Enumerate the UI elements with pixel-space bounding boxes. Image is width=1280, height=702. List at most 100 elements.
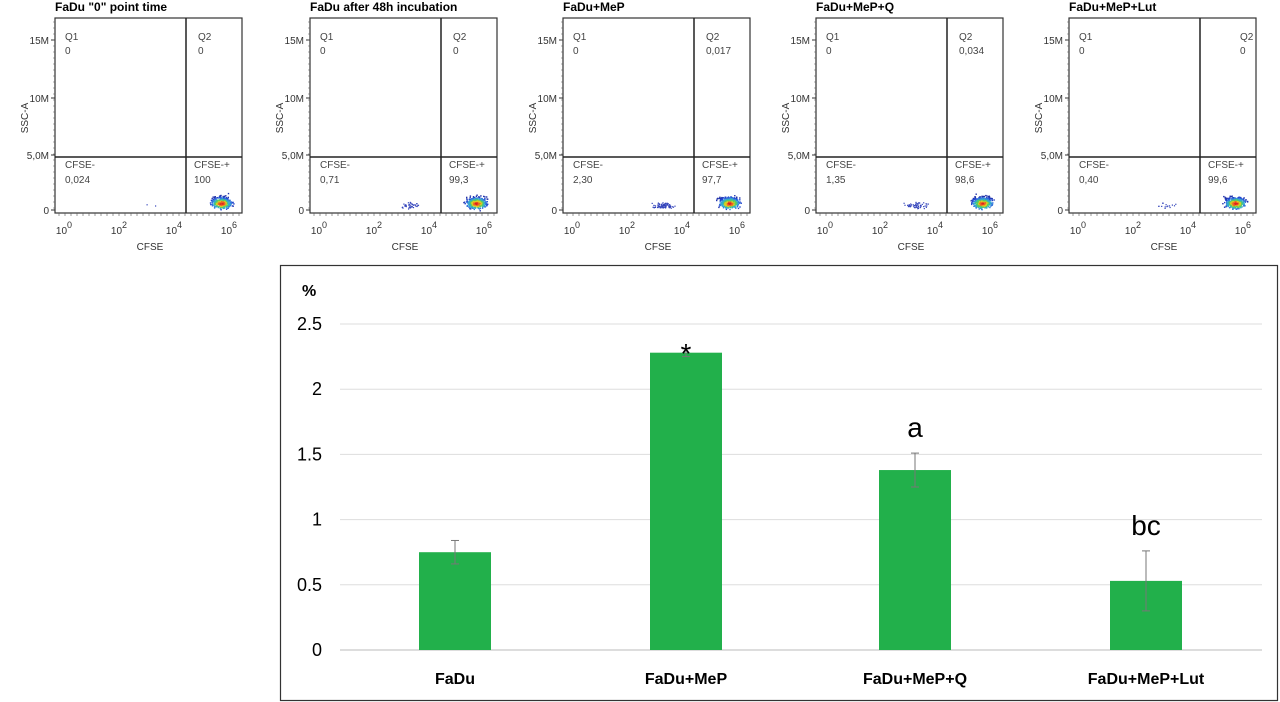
event-dot bbox=[1239, 202, 1242, 204]
event-dot bbox=[1230, 203, 1232, 205]
event-dot bbox=[412, 207, 415, 209]
x-axis-label: CFSE bbox=[1151, 242, 1178, 253]
event-dot bbox=[986, 207, 988, 209]
event-dot bbox=[477, 207, 479, 209]
event-dot bbox=[734, 203, 736, 205]
event-dot bbox=[662, 206, 664, 208]
event-dot bbox=[408, 205, 411, 207]
event-dot bbox=[1234, 206, 1237, 208]
event-dot bbox=[216, 197, 218, 199]
event-dot bbox=[989, 197, 991, 200]
x-tick-label: 102 bbox=[872, 220, 888, 237]
event-dot bbox=[472, 205, 474, 208]
event-dot bbox=[978, 203, 980, 205]
event-dot bbox=[479, 210, 481, 212]
event-dot bbox=[469, 198, 471, 200]
event-dot bbox=[478, 198, 480, 200]
event-dot bbox=[721, 198, 723, 200]
q1-label: Q1 bbox=[1079, 32, 1093, 43]
x-tick-label: 106 bbox=[221, 220, 237, 237]
event-dot bbox=[660, 206, 663, 208]
y-axis-label: SSC-A bbox=[275, 102, 286, 133]
plot-frame bbox=[562, 17, 751, 214]
event-dot bbox=[469, 208, 471, 210]
event-dot bbox=[1226, 197, 1228, 200]
event-dot bbox=[923, 208, 925, 210]
event-dot bbox=[474, 200, 477, 203]
event-dot bbox=[730, 198, 733, 200]
event-dot bbox=[466, 200, 468, 203]
event-dot bbox=[671, 206, 674, 208]
x-tick-label: 106 bbox=[729, 220, 745, 237]
event-dot bbox=[983, 199, 986, 202]
event-dot bbox=[1240, 205, 1243, 207]
event-dot bbox=[1230, 201, 1232, 203]
event-dot bbox=[721, 203, 724, 206]
event-dot bbox=[1168, 205, 1171, 207]
event-dot bbox=[216, 203, 218, 206]
event-dot bbox=[667, 203, 669, 205]
event-dot bbox=[486, 204, 488, 207]
event-dot bbox=[716, 199, 718, 202]
x-tick-label: 100 bbox=[311, 220, 327, 237]
event-dot bbox=[471, 203, 474, 205]
y-axis-label: SSC-A bbox=[20, 102, 31, 133]
event-dot bbox=[734, 201, 736, 203]
event-dot bbox=[480, 205, 482, 207]
event-dot bbox=[974, 205, 976, 207]
event-dot bbox=[986, 201, 989, 203]
bar bbox=[650, 352, 722, 650]
q2-value: 0 bbox=[1240, 46, 1246, 57]
event-dot bbox=[230, 202, 233, 204]
event-dot bbox=[982, 202, 984, 205]
event-dot bbox=[482, 206, 484, 208]
event-dot bbox=[217, 199, 220, 201]
event-dot bbox=[1224, 196, 1226, 199]
event-dot bbox=[224, 198, 226, 200]
event-dot bbox=[473, 208, 475, 211]
q4-label: CFSE-+ bbox=[449, 160, 485, 171]
event-dot bbox=[211, 203, 213, 206]
event-dot bbox=[1238, 206, 1240, 208]
event-dot bbox=[980, 207, 983, 210]
event-dot bbox=[232, 205, 234, 207]
event-dot bbox=[411, 203, 413, 205]
event-dot bbox=[651, 202, 653, 204]
event-dot bbox=[407, 202, 409, 204]
event-dot bbox=[731, 203, 733, 205]
event-dot bbox=[912, 205, 915, 207]
event-dot bbox=[469, 203, 472, 205]
event-dot bbox=[474, 207, 477, 209]
q1-value: 0 bbox=[320, 46, 326, 57]
event-dot bbox=[481, 202, 483, 204]
event-dot bbox=[718, 206, 720, 209]
event-dot bbox=[217, 203, 220, 205]
event-dot bbox=[1240, 203, 1243, 206]
event-dot bbox=[471, 204, 474, 206]
y-tick-label: 5,0M bbox=[282, 151, 304, 162]
event-dot bbox=[652, 206, 654, 208]
event-dot bbox=[481, 201, 483, 203]
event-dot bbox=[731, 205, 734, 208]
event-dot bbox=[472, 202, 474, 204]
y-tick-label: 0 bbox=[43, 206, 49, 217]
event-dot bbox=[732, 203, 734, 205]
event-dot bbox=[975, 207, 977, 209]
y-tick-label: 1 bbox=[312, 510, 322, 530]
event-dot bbox=[731, 199, 733, 201]
event-dot bbox=[467, 205, 469, 207]
event-dot bbox=[220, 209, 222, 211]
event-dot bbox=[220, 208, 222, 210]
event-dot bbox=[728, 197, 731, 199]
q3-label: CFSE- bbox=[320, 160, 350, 171]
event-dot bbox=[1234, 201, 1236, 203]
event-dot bbox=[484, 196, 486, 198]
event-dot bbox=[719, 196, 721, 198]
y-tick-label: 0 bbox=[804, 206, 810, 217]
event-dot bbox=[1238, 203, 1241, 205]
event-dot bbox=[467, 201, 469, 203]
event-dot bbox=[722, 197, 724, 199]
event-dot bbox=[1230, 206, 1232, 208]
event-dot bbox=[1236, 204, 1238, 206]
event-dot bbox=[481, 207, 484, 209]
